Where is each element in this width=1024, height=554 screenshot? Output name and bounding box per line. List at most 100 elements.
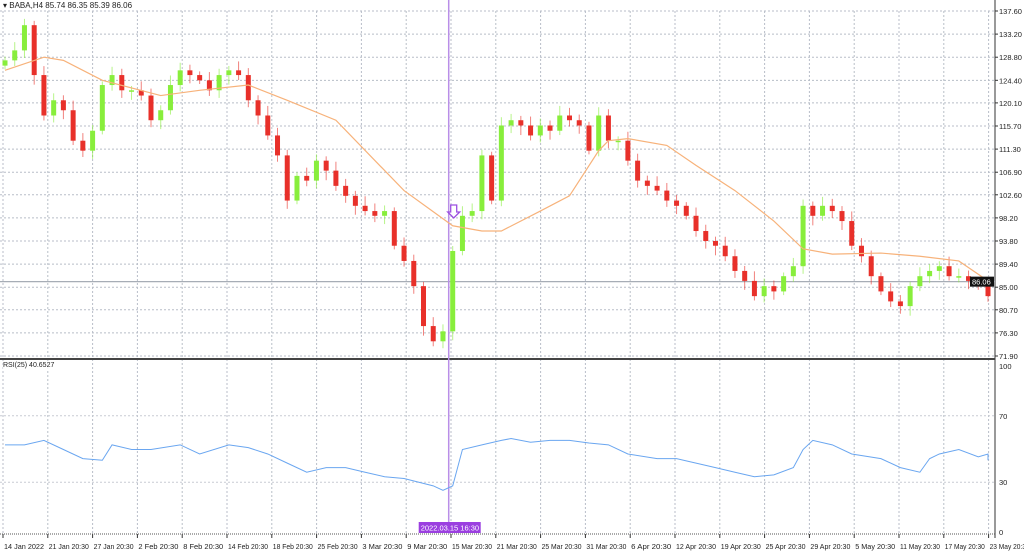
candle — [70, 100, 76, 146]
candle-body — [635, 160, 641, 181]
candle-body — [459, 215, 465, 251]
price-tick-label: 111.30 — [999, 145, 1021, 154]
candle — [858, 238, 864, 263]
candle-body — [576, 120, 582, 126]
candle-body — [265, 115, 271, 136]
candle-body — [197, 75, 203, 81]
candle — [537, 118, 543, 143]
candle-body — [343, 185, 349, 196]
candle-body — [304, 175, 310, 181]
candle-body — [255, 100, 261, 116]
candle — [868, 250, 874, 285]
candle — [829, 198, 835, 219]
candle-body — [985, 286, 991, 297]
candle-body — [907, 286, 913, 307]
candle — [304, 167, 310, 187]
candle — [839, 206, 845, 230]
price-tick-label: 133.20 — [999, 30, 1022, 39]
candle-body — [528, 125, 534, 136]
candle-body — [810, 205, 816, 216]
candle-body — [129, 90, 135, 92]
price-tick-label: 80.70 — [999, 306, 1018, 315]
candle — [849, 211, 855, 251]
candle — [236, 61, 242, 81]
candle — [683, 202, 689, 220]
candle — [693, 207, 699, 237]
candle-body — [411, 260, 417, 287]
ohlc-values: 85.74 86.35 85.39 86.06 — [45, 1, 133, 10]
candle-body — [897, 301, 903, 307]
candle-body — [547, 125, 553, 131]
time-tick-label: 2 Feb 20:30 — [138, 542, 178, 551]
time-tick-label: 14 Feb 20:30 — [228, 542, 268, 551]
candle — [810, 201, 816, 226]
candle-body — [888, 291, 894, 302]
candle-body — [12, 50, 18, 61]
candle-body — [31, 25, 37, 76]
candle-body — [352, 195, 358, 206]
candle — [927, 263, 933, 284]
candle-body — [586, 125, 592, 151]
candle-body — [401, 245, 407, 261]
price-tick-label: 102.60 — [999, 191, 1022, 200]
candle — [177, 62, 183, 92]
candle-body — [372, 211, 378, 216]
time-tick-label: 8 Feb 20:30 — [183, 542, 223, 551]
candle — [362, 196, 368, 216]
candle — [323, 156, 329, 181]
time-tick-label: 21 Jan 20:30 — [49, 542, 89, 551]
candle — [557, 105, 563, 136]
candle-body — [927, 270, 933, 277]
candle-body — [917, 276, 923, 287]
crosshair-time-badge — [418, 522, 481, 533]
candle-body — [158, 110, 164, 121]
candle-body — [284, 155, 290, 201]
time-tick-label: 21 Mar 20:30 — [497, 542, 537, 551]
candle-body — [391, 211, 397, 246]
candle-body — [216, 75, 222, 91]
collapse-triangle-icon[interactable]: ▾ — [3, 1, 8, 10]
candle — [430, 317, 436, 347]
candle — [255, 95, 261, 125]
candle-body — [187, 70, 193, 76]
time-tick-label: 25 Apr 20:30 — [766, 542, 806, 551]
candle — [576, 114, 582, 134]
chart-header: ▾ BABA,H4 85.74 86.35 85.39 86.06 — [3, 1, 133, 10]
candle — [109, 66, 115, 91]
candle-body — [790, 266, 796, 277]
candle-body — [421, 286, 427, 327]
candle — [226, 66, 232, 85]
time-tick-label: 3 Mar 20:30 — [362, 542, 402, 551]
candle — [148, 88, 154, 128]
candle — [479, 149, 485, 220]
candle-body — [683, 205, 689, 216]
candle-body — [722, 245, 728, 257]
candle — [206, 72, 212, 96]
candle — [586, 121, 592, 155]
candle-body — [664, 190, 670, 201]
candle-body — [644, 180, 650, 186]
candle-body — [557, 115, 563, 131]
current-price-label: 86.06 — [972, 278, 991, 287]
candle-body — [167, 85, 173, 111]
candle-body — [362, 205, 368, 212]
candle — [313, 154, 319, 189]
candle-body — [732, 256, 738, 271]
candle-body — [936, 266, 942, 271]
candle — [635, 153, 641, 188]
candle — [401, 237, 407, 267]
candle — [41, 66, 47, 121]
time-tick-label: 11 May 20:30 — [900, 542, 940, 551]
time-tick-label: 9 Mar 20:30 — [407, 542, 447, 551]
candle — [518, 115, 524, 136]
candle-body — [294, 175, 300, 201]
candle-body — [761, 286, 767, 297]
candle — [2, 56, 8, 70]
candle — [878, 272, 884, 296]
candle — [781, 272, 787, 296]
candle — [712, 236, 718, 256]
candle-body — [236, 70, 242, 76]
candle — [450, 245, 456, 341]
candle — [119, 68, 125, 98]
